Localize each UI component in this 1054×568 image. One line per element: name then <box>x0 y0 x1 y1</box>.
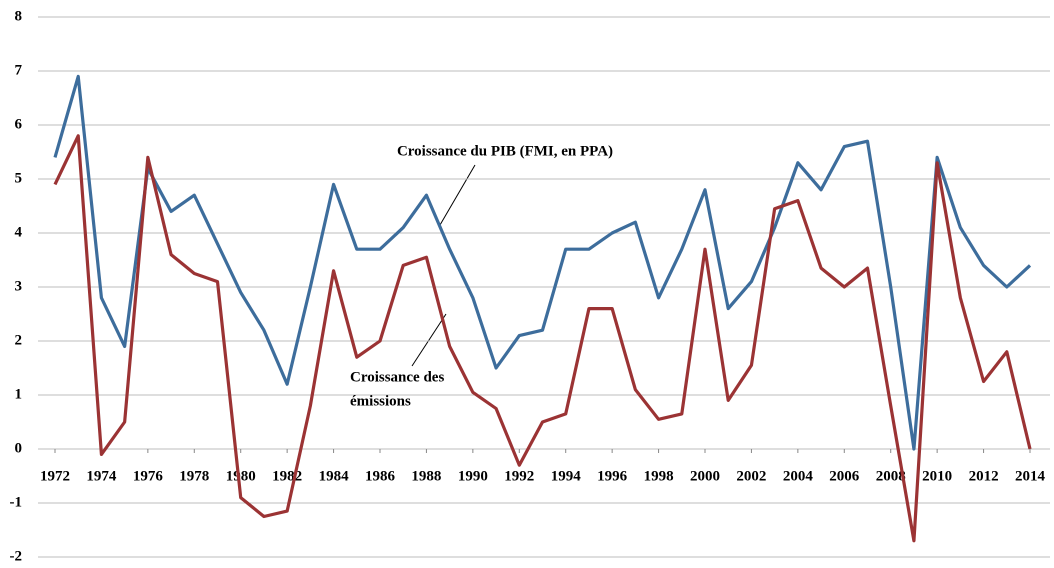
annotation: émissions <box>350 393 411 409</box>
x-tick-label: 1990 <box>458 468 488 484</box>
x-tick-label: 2000 <box>690 468 720 484</box>
y-tick-label: 3 <box>15 278 23 294</box>
y-tick-label: 2 <box>15 332 23 348</box>
x-tick-label: 2006 <box>829 468 860 484</box>
x-tick-label: 2010 <box>922 468 952 484</box>
leader-line <box>411 313 447 367</box>
x-tick-label: 1972 <box>40 468 70 484</box>
x-tick-label: 1992 <box>504 468 534 484</box>
x-tick-label: 1996 <box>597 468 628 484</box>
x-tick-label: 1988 <box>411 468 441 484</box>
x-tick-label: 1994 <box>551 468 582 484</box>
x-tick-label: 2002 <box>736 468 766 484</box>
series-line <box>53 134 1032 543</box>
y-tick-label: 7 <box>15 62 23 78</box>
leader-line <box>439 164 476 226</box>
x-tick-label: 1984 <box>319 468 350 484</box>
x-tick-label: 2012 <box>969 468 999 484</box>
x-tick-label: 1978 <box>179 468 209 484</box>
annotation: Croissance du PIB (FMI, en PPA) <box>397 143 613 159</box>
y-tick-label: 0 <box>15 440 23 456</box>
y-tick-label: 8 <box>15 8 23 24</box>
annotation: Croissance des <box>350 369 444 385</box>
y-tick-label: 4 <box>15 224 23 240</box>
y-tick-label: -1 <box>10 494 23 510</box>
x-tick-label: 1986 <box>365 468 396 484</box>
series-line <box>53 74 1032 451</box>
x-tick-label: 1976 <box>133 468 164 484</box>
y-tick-label: -2 <box>10 548 23 564</box>
x-tick-label: 2008 <box>876 468 906 484</box>
x-tick-label: 2014 <box>1015 468 1046 484</box>
y-tick-label: 5 <box>15 170 23 186</box>
x-tick-label: 1998 <box>644 468 674 484</box>
x-tick-label: 2004 <box>783 468 814 484</box>
x-tick-label: 1980 <box>226 468 256 484</box>
y-tick-label: 1 <box>15 386 23 402</box>
x-tick-label: 1974 <box>86 468 117 484</box>
y-tick-label: 6 <box>15 116 23 132</box>
